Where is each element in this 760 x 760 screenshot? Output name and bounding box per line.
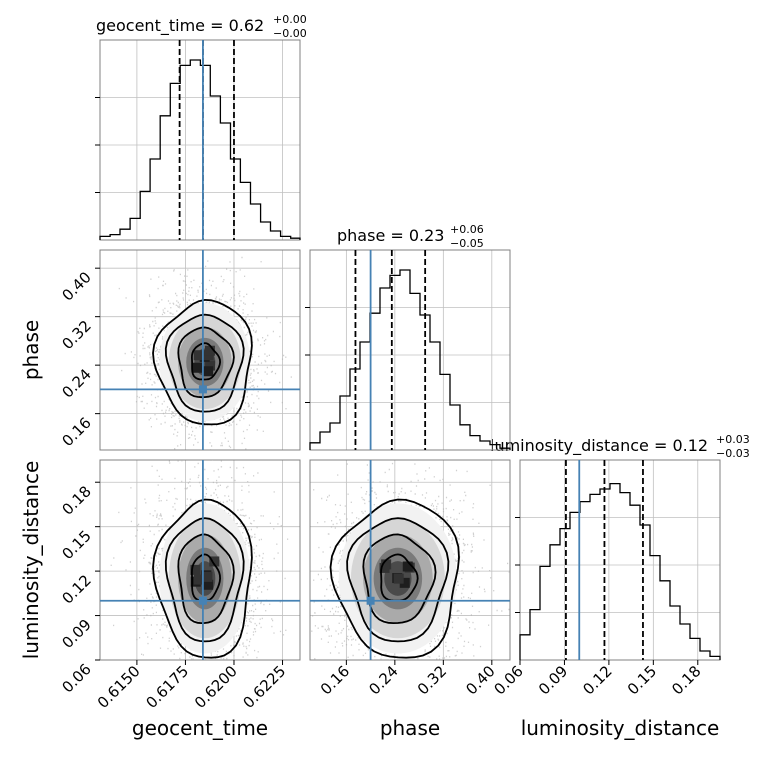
- density-cell: [193, 574, 204, 585]
- panel-frame: [99, 39, 301, 241]
- density-panel-geocent-time-vs-phase: [95, 249, 301, 451]
- density-cell: [203, 366, 214, 377]
- title-luminosity-distance-sub: −0.03: [716, 447, 750, 460]
- density-panel-geocent-time-vs-luminosity-distance: [95, 459, 301, 665]
- density-panel-phase-vs-luminosity-distance: [309, 459, 511, 665]
- panel-frame: [99, 249, 301, 451]
- x-tick-label-phase: 0.32: [414, 662, 450, 698]
- title-phase-sub: −0.05: [450, 237, 484, 250]
- titles: geocent_time = 0.62 +0.00 −0.00 phase = …: [96, 13, 750, 460]
- panel-frame: [99, 459, 301, 661]
- contour-line: [362, 533, 437, 625]
- y-tick-label-luminosity-distance: 0.06: [58, 660, 94, 696]
- x-tick-label-luminosity-distance: 0.06: [490, 662, 526, 698]
- y-tick-label-luminosity-distance: 0.09: [58, 616, 94, 652]
- density-cell: [399, 577, 410, 588]
- histogram-step-line: [99, 59, 301, 240]
- density-cell: [203, 579, 214, 590]
- y-tick-label-phase: 0.16: [58, 414, 94, 450]
- truth-marker: [198, 385, 207, 394]
- density-cell: [379, 562, 390, 573]
- y-tick-label-phase: 0.32: [58, 317, 94, 353]
- x-tick-label-phase: 0.24: [365, 662, 401, 698]
- contour-line: [177, 533, 235, 625]
- title-geocent-time: geocent_time = 0.62: [96, 16, 264, 36]
- y-tick-label-phase: 0.40: [58, 268, 94, 304]
- xlabel-luminosity-distance: luminosity_distance: [521, 716, 720, 740]
- x-tick-label-phase: 0.40: [462, 662, 498, 698]
- density-cell: [393, 573, 404, 584]
- density-cell: [204, 345, 215, 356]
- title-geocent-time-sup: +0.00: [273, 13, 307, 26]
- density-cell: [402, 561, 413, 572]
- density-cell: [205, 360, 216, 371]
- histogram-panel-phase: [305, 249, 511, 451]
- contour-line: [164, 517, 245, 643]
- title-luminosity-distance: luminosity_distance = 0.12: [490, 436, 708, 456]
- panel-frame: [309, 249, 511, 451]
- contour-line: [329, 498, 460, 659]
- density-content: [100, 250, 300, 450]
- truth-marker: [198, 596, 207, 605]
- x-tick-label-phase: 0.16: [317, 662, 353, 698]
- x-tick-label-luminosity-distance: 0.18: [668, 662, 704, 698]
- contour-line: [164, 313, 245, 413]
- histogram-step-line: [519, 482, 721, 660]
- contour-line: [190, 342, 222, 381]
- x-tick-label-geocent-time: 0.6200: [191, 662, 241, 712]
- ylabel-luminosity-distance: luminosity_distance: [19, 461, 43, 660]
- x-tick-label-luminosity-distance: 0.12: [579, 662, 615, 698]
- truth-marker: [366, 596, 375, 605]
- axis-labels: geocent_time phase luminosity_distance p…: [19, 320, 719, 740]
- density-content: [310, 460, 510, 660]
- x-tick-label-luminosity-distance: 0.15: [624, 662, 660, 698]
- density-cell: [209, 556, 220, 567]
- contour-line: [346, 517, 450, 643]
- xlabel-geocent-time: geocent_time: [132, 716, 268, 740]
- contour-line: [190, 553, 222, 602]
- y-tick-label-luminosity-distance: 0.12: [58, 571, 94, 607]
- contour-line: [380, 553, 419, 602]
- density-cell: [202, 571, 213, 582]
- histogram-panel-geocent-time: [95, 39, 301, 241]
- contour-line: [152, 298, 253, 426]
- density-cell: [190, 564, 201, 575]
- y-tick-label-luminosity-distance: 0.18: [58, 482, 94, 518]
- contour-line: [152, 498, 253, 659]
- title-luminosity-distance-sup: +0.03: [716, 433, 750, 446]
- ylabel-phase: phase: [19, 320, 43, 380]
- contour-line: [177, 326, 235, 399]
- histogram-panel-luminosity-distance: [515, 459, 721, 665]
- y-tick-label-phase: 0.24: [58, 365, 94, 401]
- density-cell: [193, 350, 204, 361]
- panel-frame: [309, 459, 511, 661]
- density-content: [100, 460, 300, 660]
- x-tick-label-geocent-time: 0.6175: [142, 662, 192, 712]
- histogram-step-line: [309, 269, 511, 450]
- xlabel-phase: phase: [380, 716, 440, 740]
- y-tick-label-luminosity-distance: 0.15: [58, 527, 94, 563]
- density-cell: [192, 362, 203, 373]
- title-phase: phase = 0.23: [337, 226, 444, 245]
- x-tick-label-geocent-time: 0.6150: [94, 662, 144, 712]
- x-tick-label-luminosity-distance: 0.09: [535, 662, 571, 698]
- title-geocent-time-sub: −0.00: [273, 27, 307, 40]
- title-phase-sup: +0.06: [450, 223, 484, 236]
- panel-frame: [519, 459, 721, 661]
- x-tick-label-geocent-time: 0.6225: [240, 662, 290, 712]
